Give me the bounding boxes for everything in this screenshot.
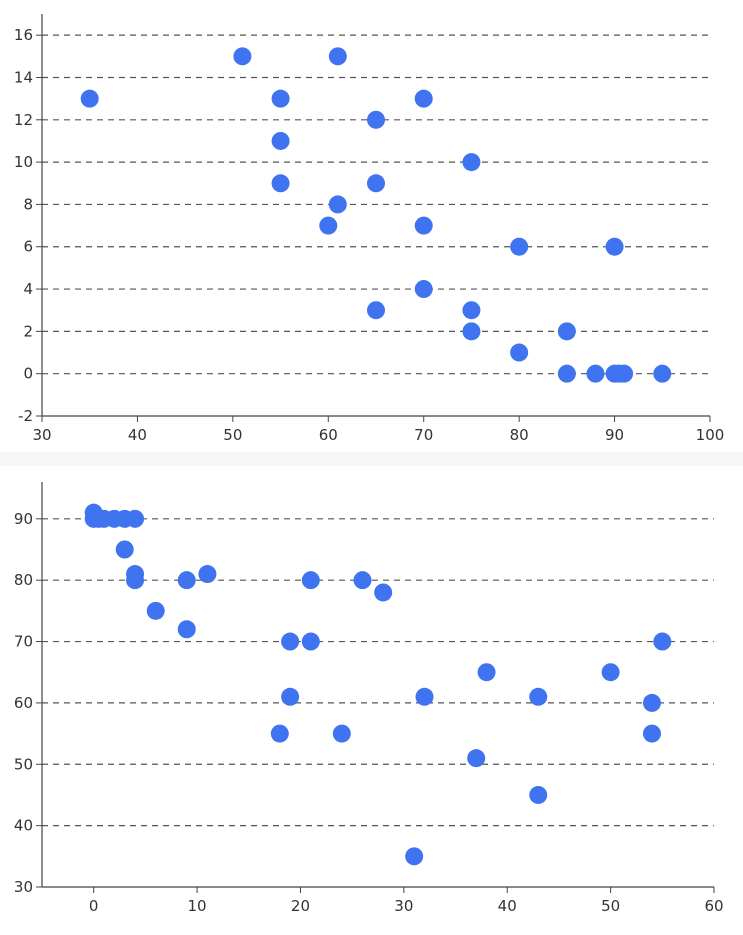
top-chart-x-tick-label: 90	[605, 426, 624, 444]
top-chart-data-point	[271, 174, 290, 193]
bottom-chart-data-point	[146, 601, 165, 620]
bottom-chart-data-point	[477, 663, 496, 682]
top-chart-x-tick-label: 40	[128, 426, 147, 444]
bottom-chart-y-tick-label: 90	[14, 510, 33, 528]
bottom-chart-data-point	[281, 632, 300, 651]
top-chart-x-tick-label: 30	[32, 426, 51, 444]
bottom-chart-y-tick-label: 30	[14, 878, 33, 896]
top-chart-y-tick-label: 12	[14, 111, 33, 129]
top-chart-data-point	[615, 364, 634, 383]
top-chart-x-tick-label: 70	[414, 426, 433, 444]
top-chart-data-point	[462, 301, 481, 320]
top-chart-x-tick-label: 80	[510, 426, 529, 444]
top-chart-data-point	[271, 131, 290, 150]
top-chart-data-point	[367, 301, 385, 320]
bottom-chart-data-point	[270, 724, 289, 743]
bottom-chart-data-point	[353, 571, 372, 590]
bottom-chart-x-tick-label: 50	[601, 897, 620, 915]
bottom-chart-x-tick-label: 20	[291, 897, 310, 915]
top-chart-y-tick-label: 6	[23, 238, 33, 256]
top-chart-y-tick-label: 14	[14, 68, 33, 86]
top-chart-y-tick-label: 8	[23, 195, 33, 213]
top-chart-data-point	[328, 195, 347, 214]
bottom-chart-x-tick-label: 60	[704, 897, 723, 915]
top-chart-y-tick-label: 4	[23, 280, 33, 298]
top-chart-data-point	[233, 47, 252, 66]
bottom-chart-data-point	[529, 687, 548, 706]
bottom-chart-data-point	[653, 632, 672, 651]
bottom-chart-data-point	[529, 785, 548, 804]
top-chart-y-tick-label: 16	[14, 26, 33, 44]
panel-separator	[0, 452, 743, 466]
bottom-chart-data-point	[415, 687, 434, 706]
top-chart-x-tick-label: 60	[319, 426, 338, 444]
bottom-chart-y-tick-label: 50	[14, 755, 33, 773]
bottom-chart-x-tick-label: 0	[89, 897, 99, 915]
bottom-chart-data-point	[177, 620, 196, 639]
top-chart-data-point	[462, 322, 481, 341]
top-chart-data-point	[271, 89, 290, 108]
bottom-chart-y-tick-label: 80	[14, 571, 33, 589]
bottom-chart-y-tick-label: 70	[14, 633, 33, 651]
bottom-chart-data-point	[115, 540, 134, 559]
scatter-chart-top-svg: -2 0 2 4 6 8 10 12 14 16 30 40 50 60 70 80 90 100	[14, 14, 725, 444]
top-chart-data-point	[557, 322, 576, 341]
scatter-chart-bottom: 30 40 50 60 70 80 90 0 10 20 30 40 50 60	[0, 466, 743, 930]
bottom-chart-data-point	[126, 509, 145, 528]
top-chart-data-point	[510, 343, 529, 362]
top-chart-data-point	[414, 280, 433, 299]
bottom-chart-data-point	[126, 571, 145, 590]
bottom-chart-data-point	[374, 583, 393, 602]
top-chart-data-point	[557, 364, 576, 383]
top-chart-y-tick-label: -2	[18, 407, 33, 425]
top-chart-data-point	[328, 47, 347, 66]
top-chart-data-point	[510, 237, 529, 256]
bottom-chart-x-tick-label: 10	[188, 897, 207, 915]
bottom-chart-data-point	[642, 693, 661, 712]
bottom-chart-x-tick-label: 30	[394, 897, 413, 915]
top-chart-y-tick-label: 0	[23, 365, 33, 383]
scatter-chart-top: -2 0 2 4 6 8 10 12 14 16 30 40 50 60 70 80 90 100	[0, 0, 743, 452]
top-chart-x-tick-label: 50	[223, 426, 242, 444]
bottom-chart-y-tick-label: 40	[14, 817, 33, 835]
bottom-chart-data-point	[198, 565, 217, 584]
bottom-chart-data-point	[301, 571, 320, 590]
top-chart-data-point	[367, 110, 385, 129]
bottom-chart-data-point	[467, 749, 486, 768]
top-chart-data-point	[605, 237, 624, 256]
top-chart-data-point	[367, 174, 385, 193]
top-chart-data-point	[80, 89, 99, 108]
top-chart-y-tick-label: 2	[23, 322, 33, 340]
top-chart-data-point	[653, 364, 672, 383]
top-chart-data-point	[586, 364, 605, 383]
bottom-chart-data-point	[281, 687, 300, 706]
bottom-chart-data-point	[642, 724, 661, 743]
bottom-chart-data-point	[301, 632, 320, 651]
bottom-chart-data-point	[601, 663, 620, 682]
top-chart-data-point	[462, 153, 481, 172]
bottom-chart-data-point	[177, 571, 196, 590]
top-chart-data-point	[319, 216, 338, 235]
top-chart-x-tick-label: 100	[696, 426, 725, 444]
top-chart-data-point	[414, 216, 433, 235]
bottom-chart-data-point	[332, 724, 351, 743]
scatter-chart-bottom-svg: 30 40 50 60 70 80 90 0 10 20 30 40 50 60	[14, 482, 724, 915]
bottom-chart-data-point	[405, 847, 424, 866]
top-chart-y-tick-label: 10	[14, 153, 33, 171]
bottom-chart-x-tick-label: 40	[498, 897, 517, 915]
top-chart-data-point	[414, 89, 433, 108]
bottom-chart-y-tick-label: 60	[14, 694, 33, 712]
